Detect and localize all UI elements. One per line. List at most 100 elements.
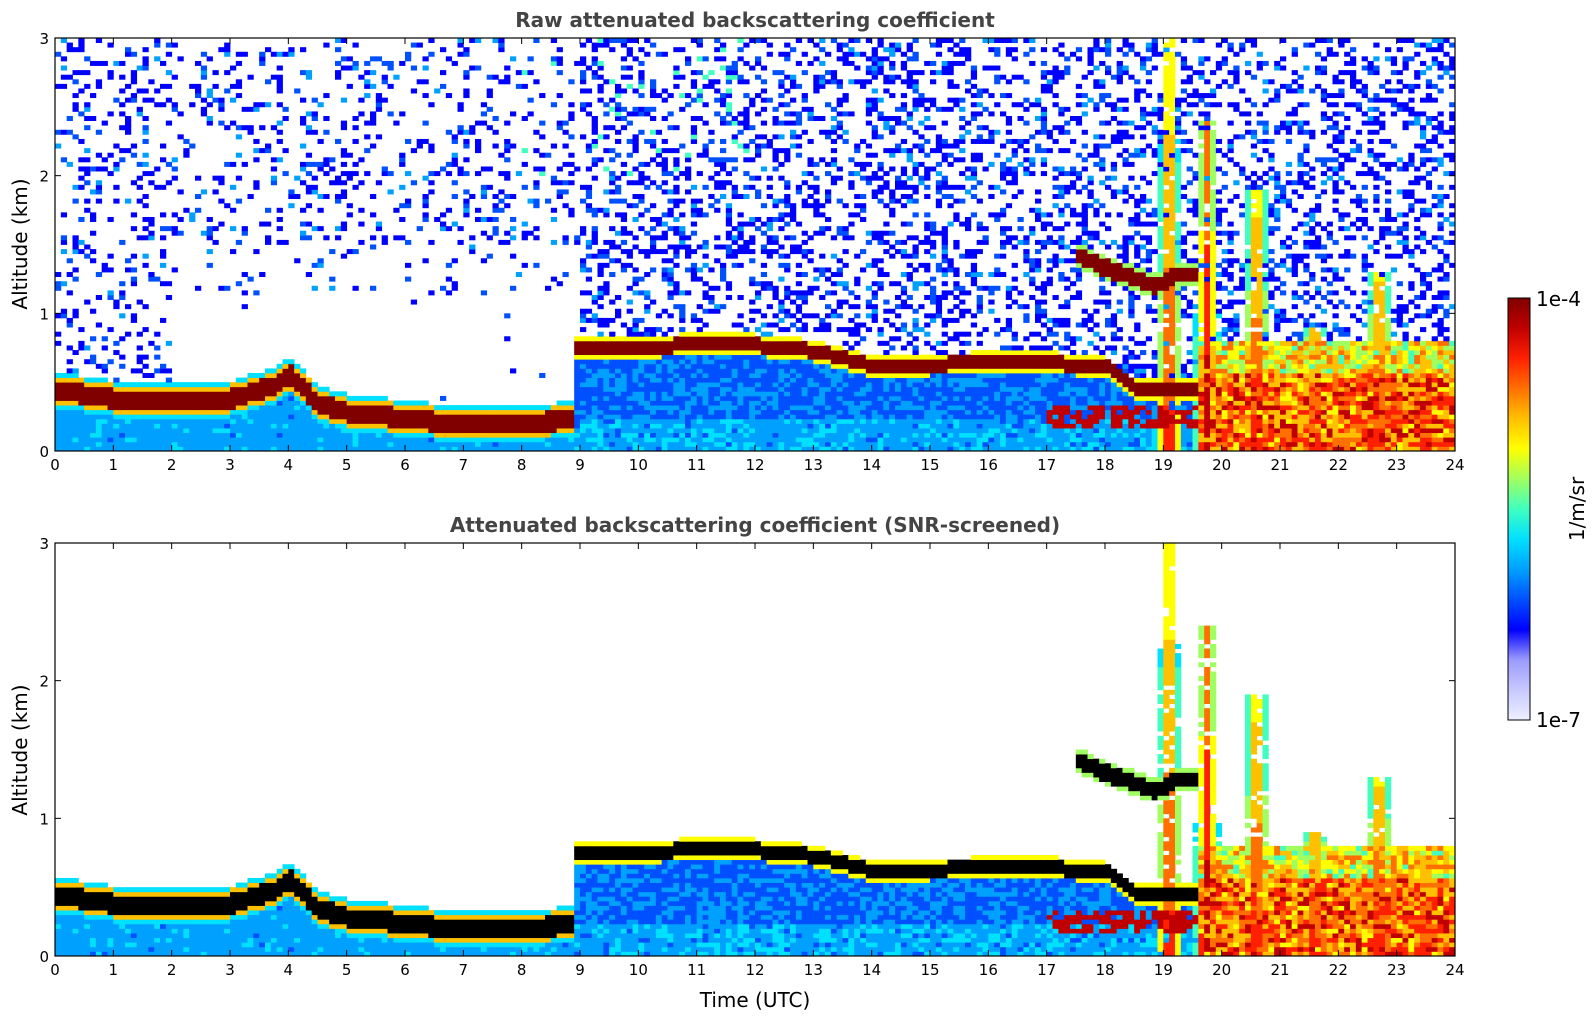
heatmap-cell: [282, 437, 289, 443]
heatmap-cell: [591, 345, 598, 351]
heatmap-cell: [825, 70, 832, 76]
heatmap-cell: [760, 272, 768, 278]
heatmap-cell: [352, 409, 359, 415]
heatmap-cell: [865, 386, 873, 392]
heatmap-cell: [918, 432, 925, 438]
heatmap-cell: [527, 405, 534, 411]
heatmap-cell: [725, 230, 733, 236]
heatmap-cell: [119, 446, 126, 451]
heatmap-cell: [294, 432, 301, 438]
heatmap-cell: [463, 446, 470, 451]
heatmap-cell: [906, 395, 913, 401]
heatmap-cell: [469, 414, 476, 420]
heatmap-cell: [854, 377, 861, 383]
heatmap-cell: [294, 409, 301, 415]
heatmap-cell: [364, 409, 371, 415]
heatmap-cell: [644, 359, 651, 365]
heatmap-cell: [795, 294, 803, 300]
heatmap-cell: [737, 143, 744, 149]
heatmap-cell: [795, 345, 803, 351]
heatmap-cell: [906, 294, 913, 300]
heatmap-cell: [731, 138, 738, 144]
heatmap-cell: [585, 102, 593, 108]
heatmap-cell: [790, 423, 797, 429]
heatmap-cell: [813, 230, 820, 236]
heatmap-cell: [836, 83, 843, 89]
heatmap-cell: [556, 194, 563, 200]
heatmap-cell: [165, 409, 173, 415]
heatmap-cell: [545, 198, 552, 204]
heatmap-cell: [241, 226, 248, 232]
heatmap-cell: [842, 359, 849, 365]
heatmap-cell: [609, 372, 616, 378]
heatmap-cell: [825, 437, 832, 443]
heatmap-cell: [90, 258, 97, 264]
heatmap-cell: [160, 226, 167, 232]
heatmap-cell: [183, 395, 190, 401]
heatmap-cell: [737, 331, 744, 337]
heatmap-cell: [725, 203, 733, 209]
heatmap-cell: [620, 363, 628, 369]
heatmap-cell: [358, 74, 365, 80]
heatmap-cell: [585, 336, 593, 342]
heatmap-cell: [218, 391, 225, 397]
heatmap-cell: [422, 400, 429, 406]
heatmap-cell: [807, 405, 814, 411]
heatmap-cell: [644, 400, 651, 406]
heatmap-cell: [119, 148, 126, 154]
heatmap-cell: [416, 409, 423, 415]
heatmap-cell: [480, 216, 488, 222]
heatmap-cell: [772, 446, 779, 451]
heatmap-cell: [877, 239, 884, 245]
heatmap-cell: [154, 409, 161, 415]
heatmap-cell: [556, 423, 563, 429]
heatmap-cell: [871, 134, 878, 140]
heatmap-cell: [848, 60, 855, 66]
heatmap-cell: [755, 308, 762, 314]
heatmap-cell: [877, 166, 884, 172]
heatmap-cell: [679, 391, 686, 397]
heatmap-cell: [305, 221, 313, 227]
heatmap-cell: [206, 386, 213, 392]
heatmap-cell: [918, 239, 925, 245]
heatmap-cell: [725, 395, 733, 401]
heatmap-cell: [410, 400, 418, 406]
heatmap-cell: [900, 441, 908, 447]
heatmap-cell: [895, 377, 902, 383]
heatmap-cell: [749, 317, 756, 323]
heatmap-cell: [183, 400, 190, 406]
heatmap-cell: [451, 418, 458, 424]
heatmap-cell: [900, 93, 908, 99]
heatmap-cell: [78, 88, 85, 94]
heatmap-cell: [807, 194, 814, 200]
raw-panel-title: Raw attenuated backscattering coefficien…: [515, 8, 995, 32]
heatmap-cell: [160, 414, 167, 420]
heatmap-cell: [480, 290, 488, 296]
heatmap-cell: [626, 230, 633, 236]
heatmap-cell: [107, 423, 114, 429]
heatmap-cell: [877, 446, 884, 451]
heatmap-cell: [731, 134, 738, 140]
heatmap-cell: [743, 116, 750, 121]
heatmap-cell: [830, 175, 838, 181]
heatmap-cell: [545, 437, 552, 443]
heatmap-cell: [136, 331, 143, 337]
heatmap-cell: [311, 285, 318, 291]
heatmap-cell: [696, 363, 703, 369]
heatmap-cell: [597, 65, 604, 71]
heatmap-cell: [247, 432, 254, 438]
heatmap-cell: [930, 239, 937, 245]
heatmap-cell: [679, 405, 686, 411]
heatmap-cell: [632, 111, 639, 117]
heatmap-cell: [253, 418, 260, 424]
heatmap-cell: [912, 249, 919, 255]
heatmap-cell: [603, 42, 610, 48]
heatmap-cell: [585, 308, 593, 314]
heatmap-cell: [574, 432, 581, 438]
heatmap-cell: [200, 405, 208, 411]
heatmap-cell: [825, 382, 832, 388]
heatmap-cell: [690, 184, 698, 190]
heatmap-cell: [813, 327, 820, 333]
heatmap-cell: [638, 161, 645, 167]
heatmap-cell: [300, 386, 307, 392]
